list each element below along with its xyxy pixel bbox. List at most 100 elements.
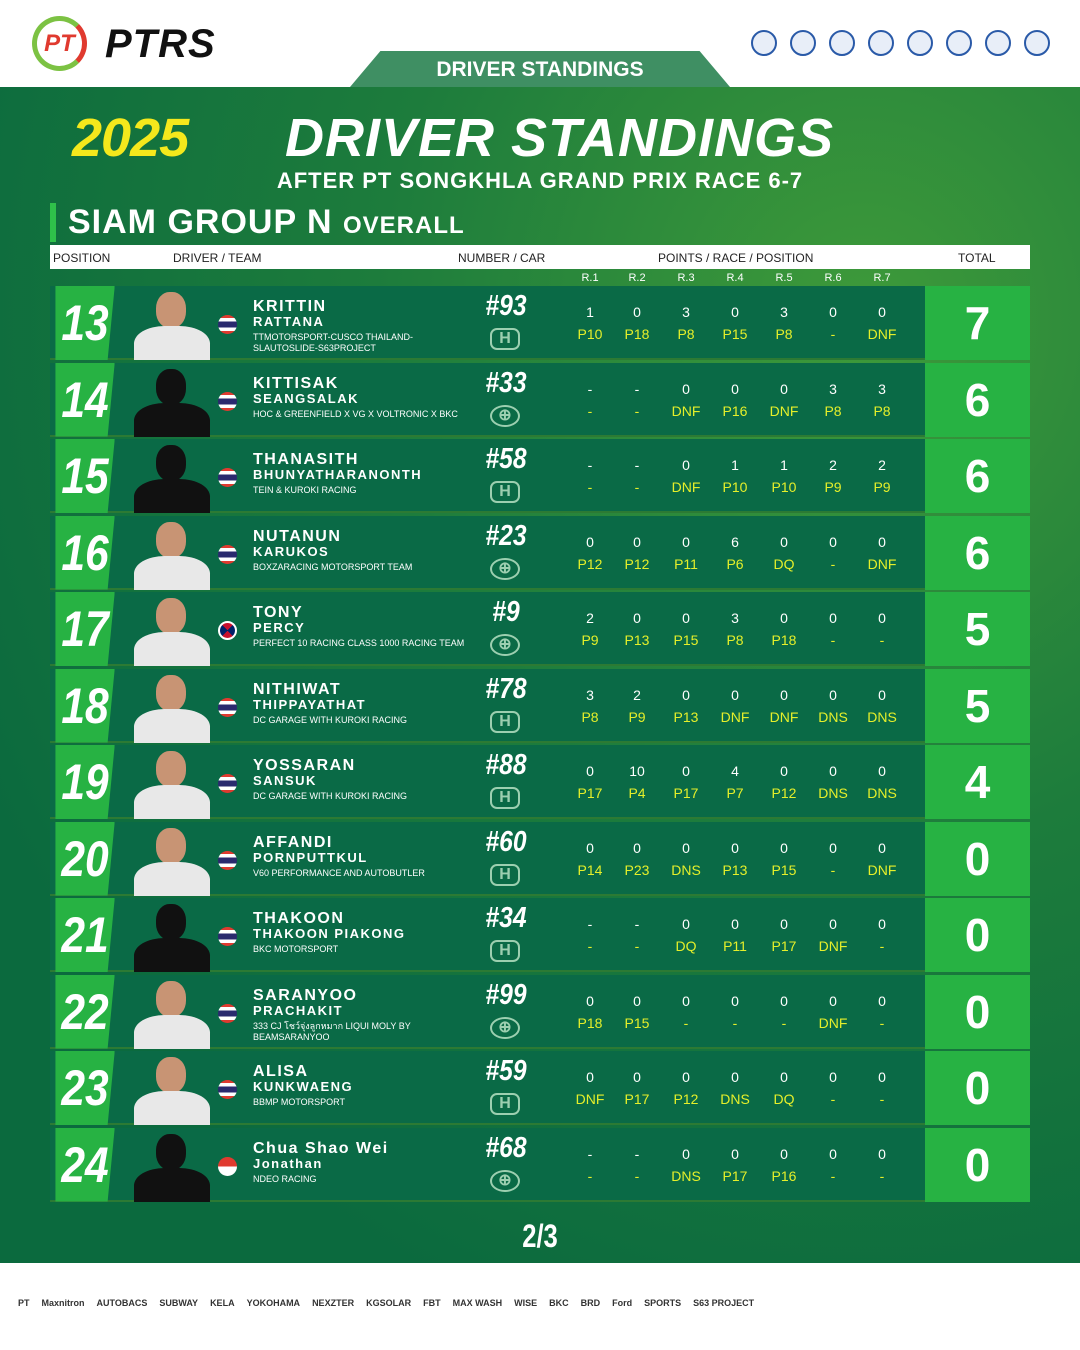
race-points: 0 (829, 992, 837, 1009)
ptrs-logo: PTRS (105, 22, 216, 66)
driver-photo (120, 286, 216, 360)
top-bar: PT PTRS DRIVER STANDINGS (0, 0, 1080, 87)
race-position: - (879, 1091, 885, 1107)
flag-th-icon (218, 391, 237, 411)
tab-driver-standings[interactable]: DRIVER STANDINGS (350, 51, 730, 87)
race-position: P12 (577, 555, 603, 572)
table-row[interactable]: 18 NITHIWAT THIPPAYATHAT DC GARAGE WITH … (50, 668, 1030, 743)
race-position: P17 (771, 938, 797, 954)
team-name: TEIN & KUROKI RACING (253, 485, 357, 495)
race-points: 0 (878, 763, 886, 779)
driver-last-name: SANSUK (253, 773, 317, 788)
race-position: P17 (624, 1091, 650, 1107)
race-position: P18 (624, 326, 650, 342)
race-points: 0 (829, 686, 837, 703)
race-position: DNF (671, 479, 701, 495)
position-number: 17 (55, 592, 115, 666)
table-row[interactable]: 15 THANASITH BHUNYATHARANONTH TEIN & KUR… (50, 439, 1030, 513)
flag-sg-icon (218, 1156, 237, 1176)
sponsor-logo: KGSOLAR (366, 1298, 412, 1308)
position-number: 21 (55, 898, 115, 972)
table-row[interactable]: 22 SARANYOO PRACHAKIT 333 CJ โชว์จุ่งลูก… (50, 974, 1030, 1049)
race-points: 0 (878, 1145, 886, 1162)
driver-first-name: THANASITH (253, 451, 359, 468)
table-row[interactable]: 17 TONY PERCY PERFECT 10 RACING CLASS 10… (50, 592, 1030, 666)
table-row[interactable]: 20 AFFANDI PORNPUTTKUL V60 PERFORMANCE A… (50, 821, 1030, 896)
sponsor-logo: BRD (580, 1298, 601, 1308)
race-position: P9 (873, 479, 891, 495)
honda-logo-icon: H (490, 863, 520, 886)
driver-last-name: SEANGSALAK (253, 390, 360, 406)
car-number: #9 (492, 596, 520, 628)
table-row[interactable]: 16 NUTANUN KARUKOS BOXZARACING MOTORSPOR… (50, 515, 1030, 590)
header-number: NUMBER / CAR (458, 251, 546, 265)
subtitle: AFTER PT SONGKHLA GRAND PRIX RACE 6-7 (0, 168, 1080, 194)
driver-last-name: PERCY (253, 620, 306, 635)
table-row[interactable]: 14 KITTISAK SEANGSALAK HOC & GREENFIELD … (50, 362, 1030, 437)
race-points: 0 (633, 610, 641, 626)
race-points: 0 (682, 1145, 690, 1162)
race-position: DNF (671, 402, 701, 419)
total-points: 5 (925, 592, 1030, 666)
race-points: 0 (682, 457, 690, 473)
flag-th-icon (218, 697, 237, 717)
org-logo-icon (829, 30, 855, 56)
position-number: 14 (55, 362, 115, 437)
sponsor-logo: BKC (549, 1298, 569, 1308)
race-points: - (587, 1145, 593, 1162)
race-position: DNF (575, 1091, 605, 1107)
subtitle-event: AFTER PT SONGKHLA GRAND PRIX (276, 168, 688, 193)
race-position: P17 (577, 785, 603, 801)
driver-last-name: KARUKOS (253, 543, 330, 559)
org-logo-icon (946, 30, 972, 56)
race-position: P13 (624, 632, 650, 648)
race-position: P6 (726, 555, 744, 572)
race-position: P18 (577, 1014, 603, 1031)
race-points: - (634, 380, 640, 397)
race-points: 0 (878, 916, 886, 932)
table-row[interactable]: 21 THAKOON THAKOON PIAKONG BKC MOTORSPOR… (50, 898, 1030, 972)
driver-first-name: KITTISAK (253, 374, 339, 392)
race-position: - (587, 1167, 593, 1184)
honda-logo-icon: H (490, 328, 520, 350)
flag-gb-icon (218, 621, 237, 640)
table-row[interactable]: 24 Chua Shao Wei Jonathan NDEO RACING #6… (50, 1127, 1030, 1202)
driver-first-name: ALISA (253, 1063, 309, 1080)
race-points: 0 (780, 992, 788, 1009)
race-points: 0 (780, 380, 788, 397)
race-points: 0 (731, 1069, 739, 1085)
race-points: 3 (731, 610, 739, 626)
race-points: 1 (731, 457, 739, 473)
race-points: 0 (780, 763, 788, 779)
race-position: P10 (722, 479, 748, 495)
race-position: - (683, 1014, 689, 1031)
race-points: 0 (731, 992, 739, 1009)
round-label: R.3 (677, 272, 695, 284)
round-label: R.1 (581, 272, 599, 284)
race-position: DNF (769, 402, 799, 419)
race-position: - (732, 1014, 738, 1031)
race-points: 2 (633, 686, 641, 703)
race-position: P8 (726, 632, 744, 648)
table-row[interactable]: 19 YOSSARAN SANSUK DC GARAGE WITH KUROKI… (50, 745, 1030, 819)
driver-photo (120, 516, 216, 590)
driver-photo (120, 745, 216, 819)
race-position: P8 (775, 326, 793, 342)
table-row[interactable]: 23 ALISA KUNKWAENG BBMP MOTORSPORT #59 H… (50, 1051, 1030, 1125)
race-position: P23 (624, 861, 650, 878)
team-name: BOXZARACING MOTORSPORT TEAM (253, 561, 413, 572)
driver-last-name: THIPPAYATHAT (253, 696, 367, 712)
race-position: DNF (818, 938, 848, 954)
position-number: 22 (55, 974, 115, 1049)
race-position: P9 (581, 632, 599, 648)
sponsor-logo: SPORTS (644, 1298, 682, 1308)
toyota-logo-icon: ⊕ (490, 1016, 520, 1039)
team-name: NDEO RACING (253, 1173, 317, 1184)
table-row[interactable]: 13 KRITTIN RATTANA TTMOTORSPORT-CUSCO TH… (50, 286, 1030, 360)
team-name: 333 CJ โชว์จุ่งลูกหมาก LIQUI MOLY BY BEA… (253, 1020, 411, 1042)
race-position: P17 (722, 1167, 748, 1184)
driver-silhouette-icon (120, 898, 216, 972)
race-position: - (587, 402, 593, 419)
race-position: P8 (824, 402, 842, 419)
car-number: #78 (485, 672, 527, 705)
